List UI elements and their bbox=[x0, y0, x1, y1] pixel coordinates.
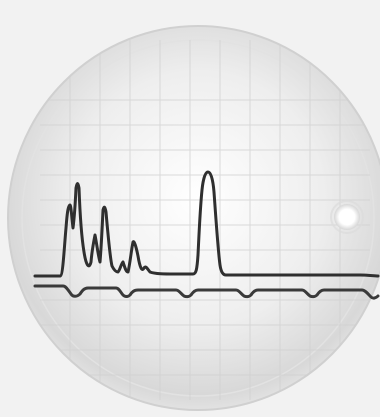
crt-screen bbox=[7, 25, 380, 411]
bright-spot-halo bbox=[330, 200, 364, 234]
bright-spot bbox=[334, 204, 360, 230]
graticule-grid bbox=[40, 40, 370, 400]
crt-bezel-reflection bbox=[21, 39, 375, 397]
signal-trace-bottom bbox=[33, 284, 380, 300]
signal-trace-top bbox=[33, 170, 380, 278]
